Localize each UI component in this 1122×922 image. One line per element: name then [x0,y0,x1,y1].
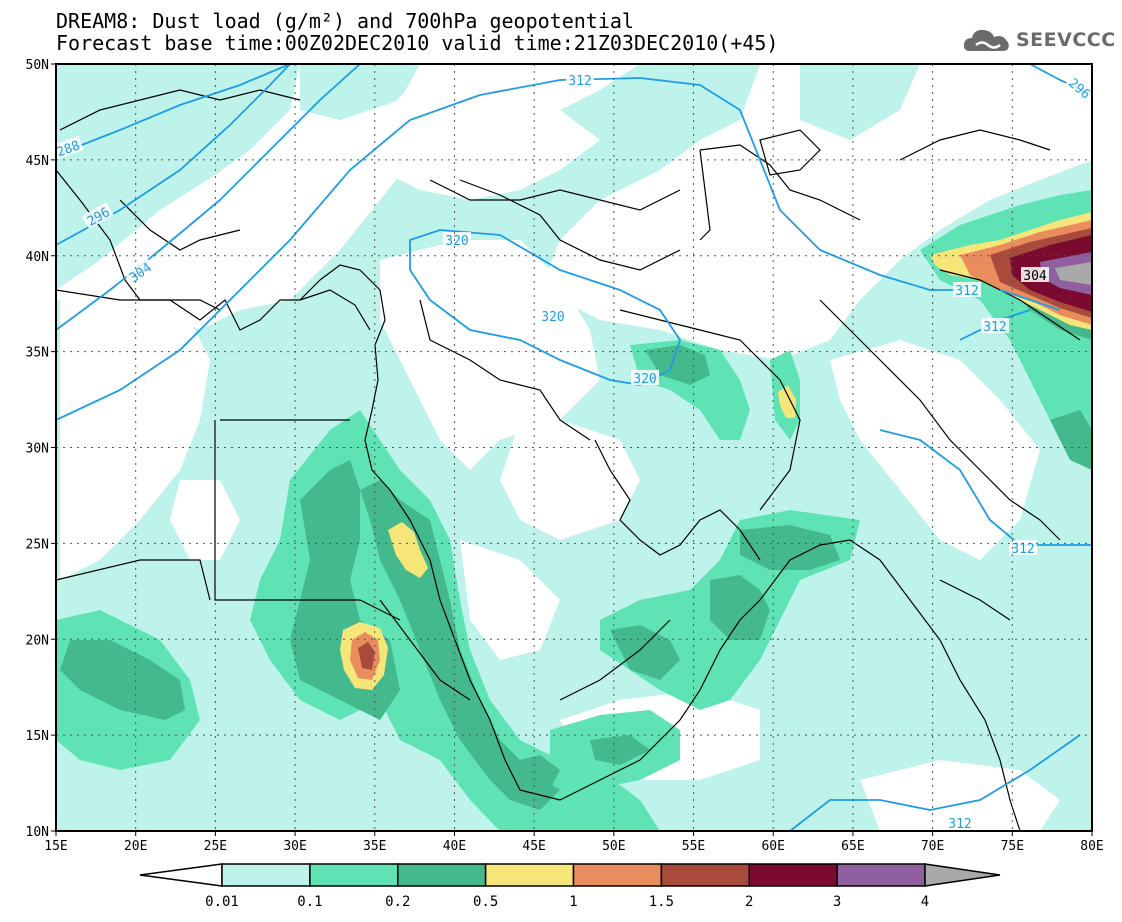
colorbar-swatch [309,863,399,887]
colorbar-swatch [748,863,838,887]
lon-label: 20E [124,839,147,854]
contour-label: 320 [443,232,471,249]
colorbar-swatch [221,863,311,887]
colorbar-swatch [660,863,750,887]
colorbar-label: 4 [921,894,929,910]
contour-label: 320 [539,308,567,325]
lon-label: 25E [204,839,227,854]
longitude-labels: 15E 20E 25E 30E 35E 40E 45E 50E 55E 60E 65E 70E 75E 8… [44,831,1104,854]
colorbar-label: 0.5 [473,894,498,910]
lat-label: 30N [26,442,49,457]
lon-label: 70E [921,839,944,854]
logo-text: SEEVCCC [1016,29,1116,51]
colorbar-extend-high [924,863,1001,887]
lon-label: 30E [283,839,306,854]
contour-label: 312 [981,318,1009,335]
colorbar-label: 0.2 [385,894,410,910]
dust-level-4 [1055,262,1092,285]
colorbar-label: 1 [569,894,577,910]
lon-label: 60E [761,839,784,854]
lat-label: 50N [26,58,49,73]
contour-label: 312 [946,815,974,832]
svg-text:320: 320 [445,234,468,249]
lat-label: 20N [26,633,49,648]
lon-label: 45E [522,839,545,854]
lon-label: 75E [1001,839,1024,854]
colorbar-label: 0.01 [205,894,239,910]
clear-areas [60,75,1060,831]
svg-text:312: 312 [568,74,591,89]
svg-text:312: 312 [948,817,971,832]
lon-label: 15E [44,839,67,854]
lat-label: 40N [26,250,49,265]
contour-label: 320 [631,370,659,387]
colorbar-swatch [397,863,487,887]
svg-text:312: 312 [955,284,978,299]
coastlines-borders [56,89,1081,831]
colorbar-swatch [484,863,575,887]
forecast-time-subtitle: Forecast base time:00Z02DEC2010 valid ti… [56,31,779,55]
lon-label: 40E [443,839,466,854]
lon-label: 50E [602,839,625,854]
contour-label: 304 [123,257,156,286]
map-title: DREAM8: Dust load (g/m²) and 700hPa geop… [56,9,634,33]
colorbar-label: 0.1 [297,894,322,910]
lon-label: 80E [1080,839,1103,854]
contour-label: 312 [953,282,981,299]
svg-text:312: 312 [1011,542,1034,557]
lat-label: 15N [26,729,49,744]
latitude-labels: 50N 45N 40N 35N 30N 25N 20N 15N 10N [26,58,56,840]
seevccc-logo: SEEVCCC [962,24,1116,56]
colorbar-extend-low [139,863,223,887]
lat-label: 10N [26,825,49,840]
colorbar: 0.01 0.1 0.2 0.5 1 1.5 2 3 4 [139,863,1001,910]
lon-label: 65E [841,839,864,854]
svg-text:320: 320 [633,372,656,387]
contour-label: 312 [1009,540,1037,557]
contour-label: 304 [1021,267,1049,284]
lat-label: 35N [26,346,49,361]
svg-text:320: 320 [541,310,564,325]
colorbar-label: 1.5 [649,894,674,910]
svg-text:312: 312 [983,320,1006,335]
lon-label: 55E [682,839,705,854]
colorbar-swatch [836,863,926,887]
colorbar-swatch [572,863,663,887]
colorbar-label: 2 [745,894,753,910]
gridlines [56,64,1092,831]
lon-label: 35E [363,839,386,854]
colorbar-label: 3 [833,894,841,910]
lat-label: 45N [26,154,49,169]
contour-label: 312 [566,72,594,89]
lat-label: 25N [26,537,49,552]
cloud-icon [963,29,1009,51]
svg-text:304: 304 [1023,269,1047,284]
